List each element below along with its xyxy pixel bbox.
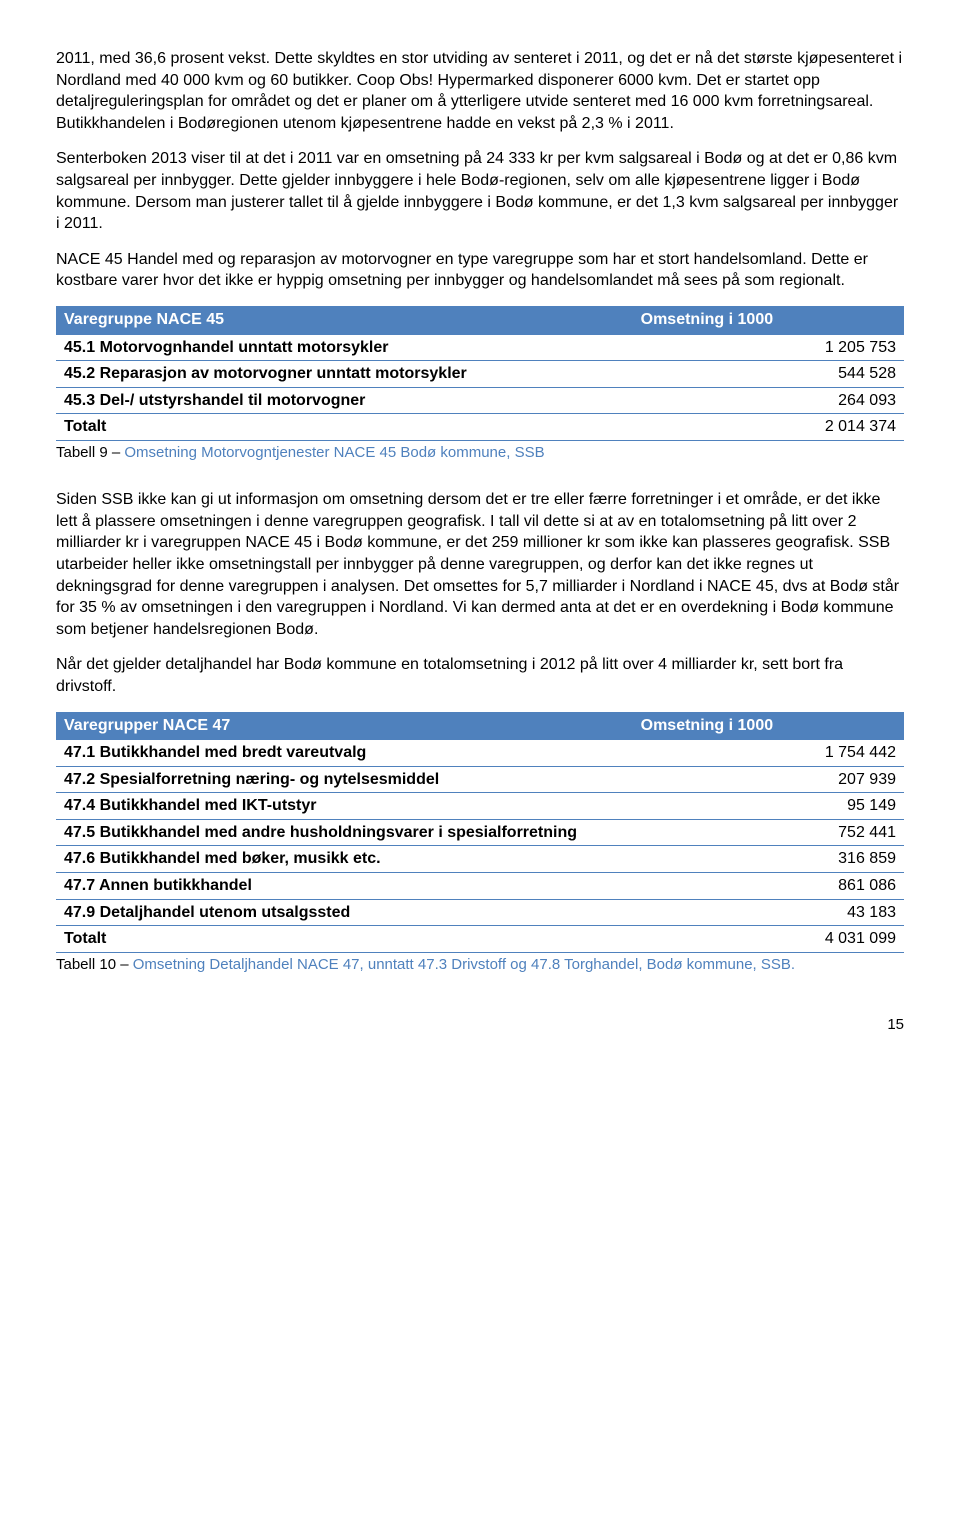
table-row: 47.6 Butikkhandel med bøker, musikk etc.… [56,846,904,873]
table-cell-value: 861 086 [633,873,904,900]
table-cell-label: 47.4 Butikkhandel med IKT-utstyr [56,793,633,820]
page-number: 15 [56,1015,904,1035]
table-cell-label: Totalt [56,926,633,953]
table-caption: Tabell 10 – Omsetning Detaljhandel NACE … [56,955,904,975]
table-cell-label: 47.2 Spesialforretning næring- og nytels… [56,766,633,793]
table-cell-label: 47.9 Detaljhandel utenom utsalgssted [56,899,633,926]
table-cell-value: 2 014 374 [633,414,904,441]
paragraph: 2011, med 36,6 prosent vekst. Dette skyl… [56,48,904,134]
table-cell-label: 45.2 Reparasjon av motorvogner unntatt m… [56,361,633,388]
table-cell-label: 45.3 Del-/ utstyrshandel til motorvogner [56,387,633,414]
caption-lead: Tabell 9 – [56,444,124,461]
table-cell-label: 47.5 Butikkhandel med andre husholdnings… [56,819,633,846]
table-cell-label: 45.1 Motorvognhandel unntatt motorsykler [56,334,633,361]
table-cell-label: 47.6 Butikkhandel med bøker, musikk etc. [56,846,633,873]
table-cell-value: 43 183 [633,899,904,926]
table-row: 47.2 Spesialforretning næring- og nytels… [56,766,904,793]
table-nace45: Varegruppe NACE 45 Omsetning i 1000 45.1… [56,306,904,441]
table-nace47: Varegrupper NACE 47 Omsetning i 1000 47.… [56,712,904,953]
table-caption: Tabell 9 – Omsetning Motorvogntjenester … [56,443,904,463]
paragraph: Når det gjelder detaljhandel har Bodø ko… [56,654,904,697]
table-row: Totalt4 031 099 [56,926,904,953]
table-cell-value: 264 093 [633,387,904,414]
table-cell-value: 95 149 [633,793,904,820]
table-row: 45.2 Reparasjon av motorvogner unntatt m… [56,361,904,388]
table-cell-label: 47.1 Butikkhandel med bredt vareutvalg [56,740,633,767]
table-row: 47.5 Butikkhandel med andre husholdnings… [56,819,904,846]
table-row: 47.1 Butikkhandel med bredt vareutvalg1 … [56,740,904,767]
table-header: Varegrupper NACE 47 [56,712,633,740]
table-row: 45.3 Del-/ utstyrshandel til motorvogner… [56,387,904,414]
paragraph: Siden SSB ikke kan gi ut informasjon om … [56,489,904,640]
table-cell-value: 4 031 099 [633,926,904,953]
table-header: Omsetning i 1000 [633,712,904,740]
table-header: Varegruppe NACE 45 [56,306,633,334]
table-cell-value: 544 528 [633,361,904,388]
table-row: 47.4 Butikkhandel med IKT-utstyr95 149 [56,793,904,820]
table-cell-value: 1 754 442 [633,740,904,767]
table-row: 47.9 Detaljhandel utenom utsalgssted43 1… [56,899,904,926]
table-cell-label: 47.7 Annen butikkhandel [56,873,633,900]
paragraph: Senterboken 2013 viser til at det i 2011… [56,148,904,234]
table-row: 47.7 Annen butikkhandel861 086 [56,873,904,900]
paragraph: NACE 45 Handel med og reparasjon av moto… [56,249,904,292]
caption-lead: Tabell 10 – [56,956,133,973]
table-cell-label: Totalt [56,414,633,441]
table-row: 45.1 Motorvognhandel unntatt motorsykler… [56,334,904,361]
table-cell-value: 316 859 [633,846,904,873]
table-cell-value: 752 441 [633,819,904,846]
caption-text: Omsetning Detaljhandel NACE 47, unntatt … [133,956,795,973]
table-header: Omsetning i 1000 [633,306,904,334]
table-cell-value: 207 939 [633,766,904,793]
caption-text: Omsetning Motorvogntjenester NACE 45 Bod… [124,444,544,461]
table-row: Totalt2 014 374 [56,414,904,441]
table-cell-value: 1 205 753 [633,334,904,361]
